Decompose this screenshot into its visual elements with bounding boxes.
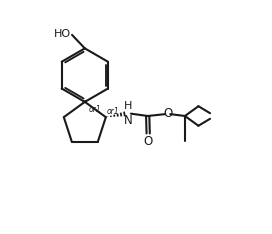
- Text: H: H: [124, 101, 132, 111]
- Text: or1: or1: [89, 105, 102, 114]
- Text: or1: or1: [107, 107, 120, 117]
- Text: HO: HO: [54, 29, 71, 39]
- Text: O: O: [163, 107, 172, 120]
- Text: N: N: [123, 114, 132, 127]
- Text: O: O: [144, 135, 153, 148]
